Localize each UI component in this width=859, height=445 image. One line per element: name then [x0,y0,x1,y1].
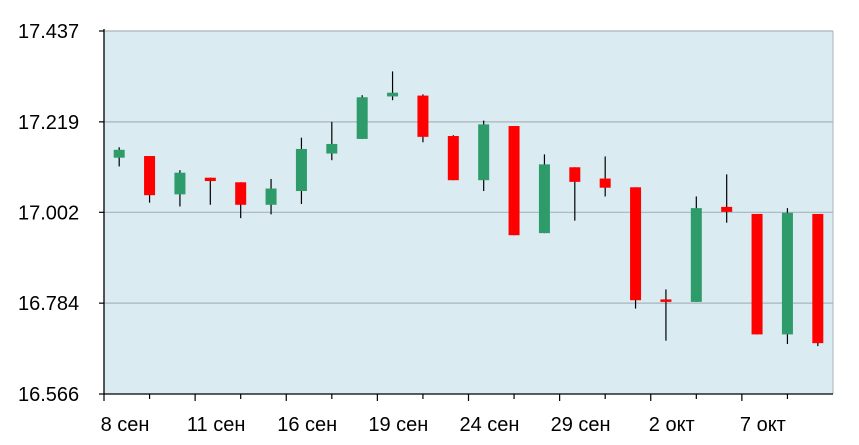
candle-body-up [265,188,277,205]
x-tick-label: 24 сен [460,414,520,436]
candle-body-down [144,156,156,196]
candle-body-down [235,182,247,205]
y-tick-label: 16.566 [18,384,79,406]
candle-body-down [751,213,763,335]
candle-body-down [447,136,459,181]
tick-labels: 17.437 17.219 17.002 16.784 16.566 8 сен 11 се… [18,21,786,436]
x-tick-label: 2 окт [649,414,695,436]
candle-body-down [812,213,824,344]
candle-body-down [721,206,733,212]
x-tick-label: 29 сен [551,414,611,436]
candle-body-up [356,97,368,139]
candles [113,71,824,347]
y-tick-label: 17.002 [18,202,79,224]
x-tick-label: 8 сен [101,414,150,436]
x-tick-label: 7 окт [740,414,786,436]
y-tick-label: 16.784 [18,293,79,315]
candle-body-up [387,92,399,97]
candle-body-up [538,164,550,234]
axes [99,29,833,401]
x-tick-label: 19 сен [368,414,428,436]
x-tick-label: 11 сен [187,414,246,436]
candle-body-down [660,299,672,302]
candle-body-down [204,177,216,182]
candle-body-up [295,148,307,192]
y-tick-label: 17.219 [18,112,79,134]
candle-body-up [174,172,186,195]
candle-body-up [690,208,702,302]
gridlines [104,30,834,394]
candle-body-down [417,95,429,137]
y-tick-label: 17.437 [18,21,79,43]
candle-body-up [781,212,793,335]
candle-body-down [599,178,611,188]
candle-body-up [478,124,490,181]
x-tick-label: 16 сен [277,414,337,436]
candle-body-up [113,149,125,158]
candle-body-up [326,143,338,154]
candle-body-down [508,126,520,236]
candle-body-down [630,187,642,301]
candle-body-down [569,167,581,182]
